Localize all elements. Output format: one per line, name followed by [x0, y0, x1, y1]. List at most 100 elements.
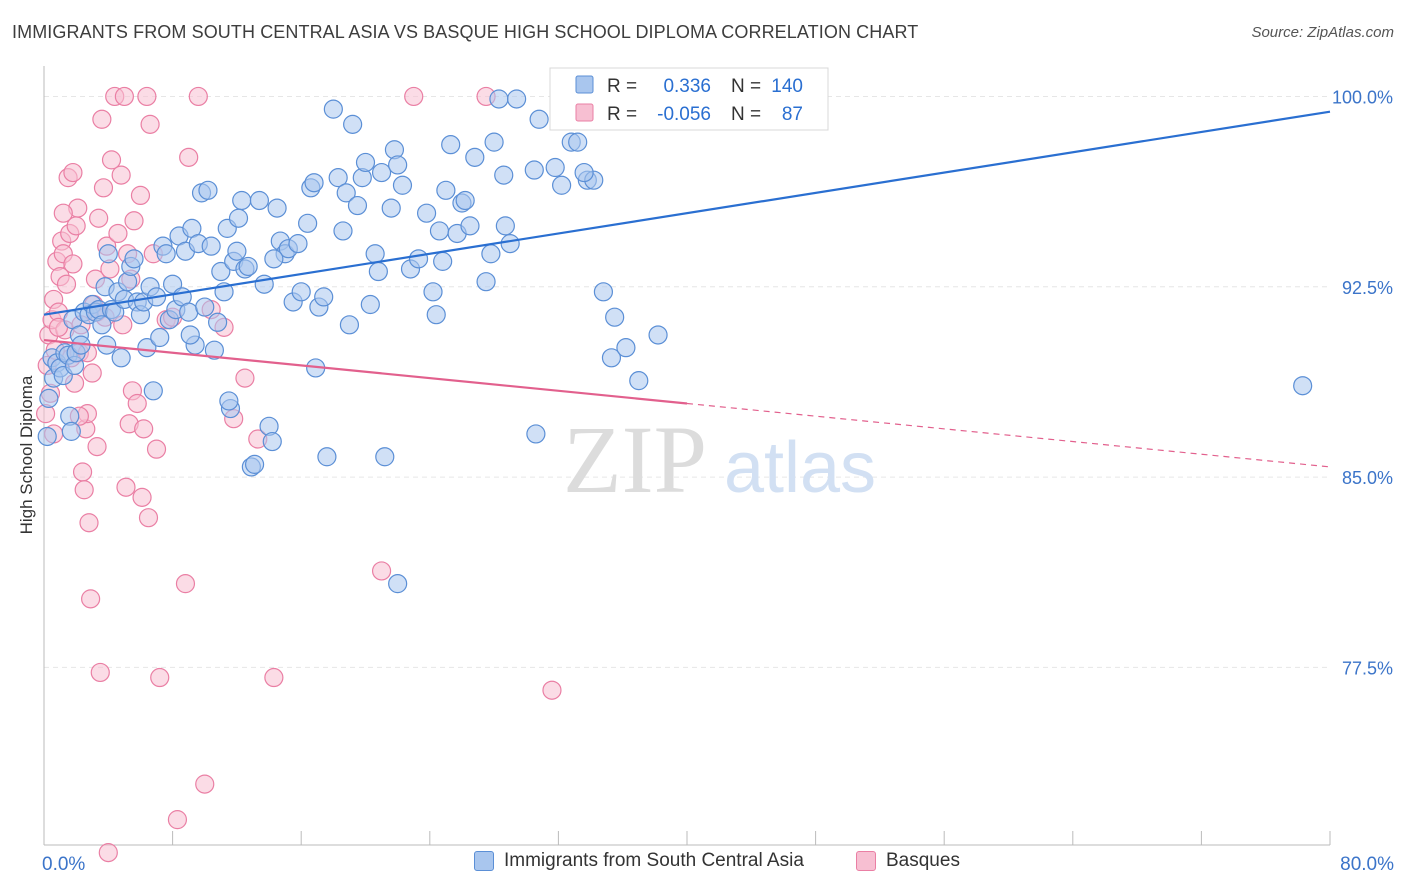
pink-point — [87, 437, 107, 457]
blue-point — [489, 89, 509, 109]
blue-point — [605, 307, 625, 327]
blue-point — [137, 338, 157, 358]
stats-pink-swatch — [575, 103, 594, 122]
blue-point — [204, 340, 224, 360]
blue-point — [392, 175, 413, 195]
blue-point — [37, 426, 57, 447]
blue-point — [388, 574, 408, 594]
stats-pink-n-label: N = — [731, 104, 761, 125]
grid-layer: 100.0% 92.5% 85.0% 77.5% — [44, 87, 1393, 678]
blue-point — [156, 244, 176, 264]
blue-point — [323, 99, 343, 119]
legend-pink-label: Basques — [886, 850, 960, 871]
legend-item-blue[interactable]: Immigrants from South Central Asia — [474, 850, 804, 872]
blue-point — [163, 274, 183, 294]
legend-pink-swatch — [856, 851, 876, 871]
pink-point — [167, 810, 188, 830]
stats-blue-r-label: R = — [607, 76, 637, 97]
stats-box-frame — [549, 67, 829, 131]
blue-point — [355, 152, 376, 173]
blue-point — [198, 180, 218, 200]
blue-point — [179, 302, 199, 322]
legend-blue-label: Immigrants from South Central Asia — [504, 850, 804, 871]
pink-point — [82, 363, 102, 383]
blue-point — [593, 282, 614, 302]
blue-point — [61, 421, 81, 441]
blue-point — [552, 175, 572, 195]
x-tick-left: 0.0% — [42, 854, 85, 875]
pink-point — [92, 109, 112, 129]
pink-point — [175, 574, 196, 594]
blue-point — [494, 165, 514, 185]
y-axis-label: High School Diploma — [17, 375, 36, 534]
source-label: Source: ZipAtlas.com — [1251, 24, 1394, 41]
pink-point — [111, 165, 131, 185]
blue-point — [347, 195, 368, 216]
blue-point — [507, 89, 527, 109]
pink-point — [235, 368, 255, 388]
pink-point — [101, 150, 122, 170]
blue-point — [500, 234, 520, 254]
blue-point — [426, 305, 446, 325]
blue-point — [423, 282, 443, 302]
pink-point — [188, 86, 208, 107]
pink-point — [124, 211, 144, 231]
blue-point — [484, 132, 504, 152]
blue-point — [495, 216, 515, 236]
axes-layer — [43, 66, 1331, 846]
pink-point — [130, 185, 151, 206]
pink-point — [116, 477, 136, 497]
stats-blue-r-value: 0.336 — [663, 76, 711, 97]
blue-point — [208, 312, 228, 332]
blue-point — [232, 190, 252, 211]
blue-point — [524, 160, 544, 180]
blue-point — [143, 381, 163, 401]
blue-point — [211, 261, 231, 282]
pink-point — [371, 561, 392, 581]
blue-point — [1293, 376, 1313, 396]
blue-point — [568, 132, 588, 152]
y-tick-label: 92.5% — [1342, 278, 1393, 298]
stats-box: R = 0.336 N = 140 R = -0.056 N = 87 — [549, 67, 829, 131]
pink-point — [81, 589, 101, 609]
blue-point — [381, 198, 401, 218]
pink-trend-extension — [686, 402, 1331, 468]
blue-point — [481, 244, 501, 264]
blue-point — [298, 213, 318, 233]
blue-point — [408, 249, 429, 269]
blue-point — [368, 261, 388, 282]
blue-point — [267, 198, 287, 218]
pink-point — [140, 114, 160, 134]
blue-point — [195, 297, 215, 317]
blue-point — [375, 447, 395, 467]
blue-point — [455, 190, 475, 211]
pink-point — [74, 480, 94, 500]
pink-point — [404, 86, 424, 107]
legend-item-pink[interactable]: Basques — [856, 850, 960, 872]
blue-point — [360, 294, 380, 315]
blue-points-layer — [37, 89, 1313, 594]
pink-point — [53, 203, 73, 223]
blue-point — [601, 348, 622, 368]
blue-point — [249, 190, 270, 211]
legend: Immigrants from South Central Asia Basqu… — [0, 850, 1406, 880]
blue-point — [264, 249, 284, 269]
pink-point — [132, 487, 152, 507]
blue-point — [441, 135, 461, 155]
blue-point — [92, 315, 112, 335]
pink-point — [79, 513, 99, 533]
blue-point — [365, 244, 385, 264]
blue-point — [288, 234, 308, 254]
blue-point — [436, 180, 456, 200]
trend-layer — [43, 110, 1331, 468]
pink-point — [264, 667, 284, 688]
blue-point — [388, 155, 408, 175]
pink-point — [108, 223, 128, 244]
blue-point — [219, 391, 239, 411]
blue-point — [629, 371, 649, 391]
y-tick-label: 85.0% — [1342, 468, 1393, 488]
watermark-zip: ZIP — [563, 406, 707, 513]
blue-point — [39, 388, 59, 409]
blue-point — [238, 256, 258, 277]
